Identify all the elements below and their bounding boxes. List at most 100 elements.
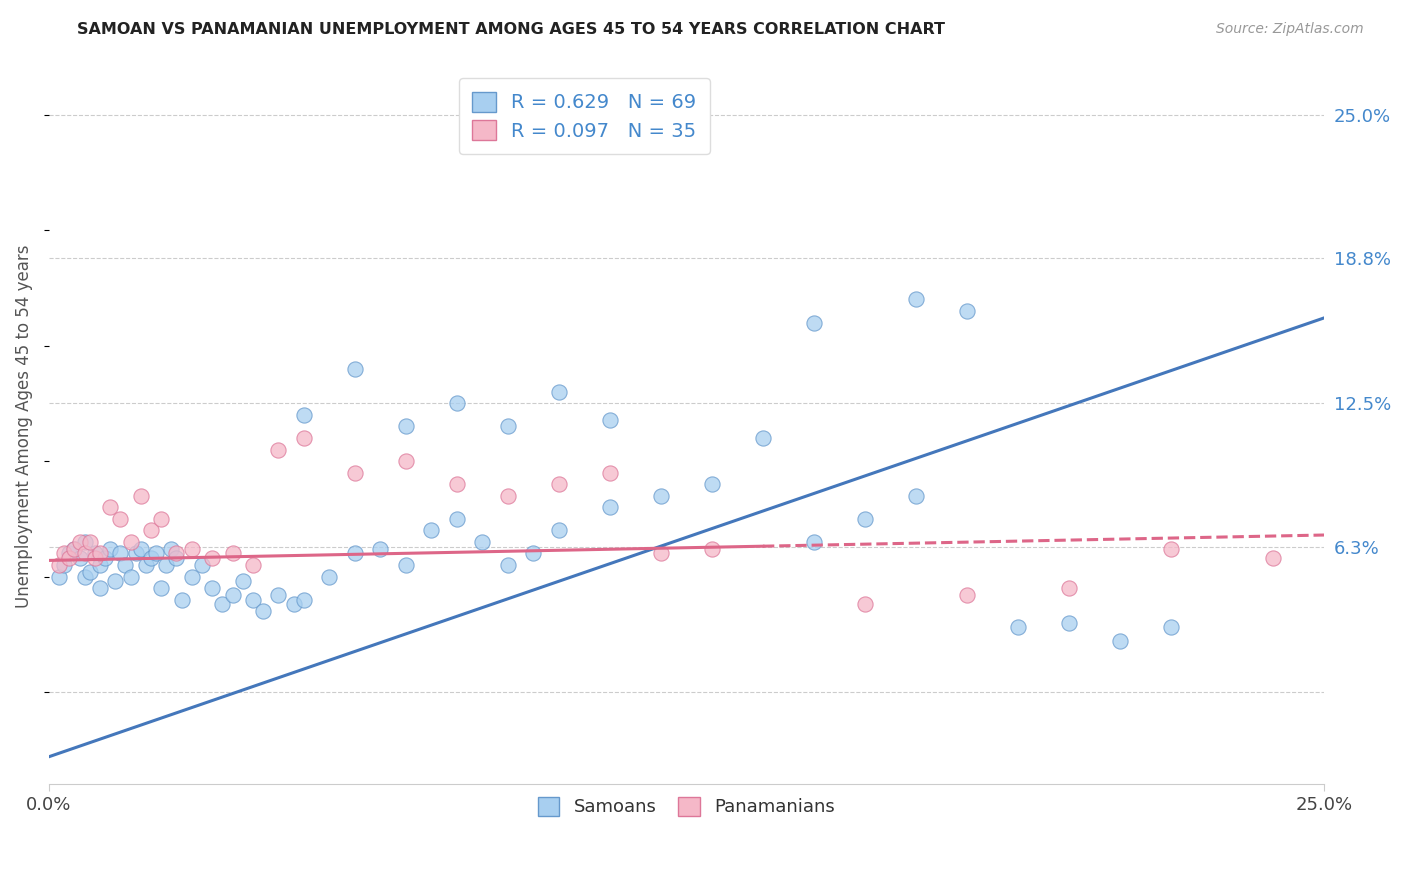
Point: [48, 569, 70, 583]
Point: [395, 454, 418, 468]
Point: [201, 551, 224, 566]
Point: [53, 558, 76, 572]
Point: [318, 569, 340, 583]
Point: [145, 547, 167, 561]
Point: [211, 597, 233, 611]
Point: [104, 574, 127, 589]
Point: [48, 558, 70, 572]
Point: [803, 535, 825, 549]
Point: [1007, 620, 1029, 634]
Point: [700, 477, 723, 491]
Point: [292, 431, 315, 445]
Point: [471, 535, 494, 549]
Point: [69, 535, 91, 549]
Point: [201, 581, 224, 595]
Point: [956, 588, 979, 602]
Point: [395, 419, 418, 434]
Point: [267, 442, 290, 457]
Point: [89, 547, 111, 561]
Point: [58, 547, 80, 561]
Point: [110, 512, 132, 526]
Point: [343, 466, 366, 480]
Point: [548, 477, 571, 491]
Point: [905, 489, 928, 503]
Point: [73, 569, 96, 583]
Text: SAMOAN VS PANAMANIAN UNEMPLOYMENT AMONG AGES 45 TO 54 YEARS CORRELATION CHART: SAMOAN VS PANAMANIAN UNEMPLOYMENT AMONG …: [77, 22, 945, 37]
Point: [139, 551, 162, 566]
Point: [232, 574, 254, 589]
Point: [166, 547, 188, 561]
Point: [700, 541, 723, 556]
Point: [548, 524, 571, 538]
Point: [129, 541, 152, 556]
Point: [496, 489, 519, 503]
Point: [446, 477, 468, 491]
Legend: Samoans, Panamanians: Samoans, Panamanians: [529, 789, 844, 825]
Point: [420, 524, 443, 538]
Y-axis label: Unemployment Among Ages 45 to 54 years: Unemployment Among Ages 45 to 54 years: [15, 244, 32, 608]
Point: [853, 597, 876, 611]
Point: [242, 592, 264, 607]
Point: [292, 592, 315, 607]
Point: [180, 569, 202, 583]
Point: [63, 541, 86, 556]
Point: [956, 304, 979, 318]
Point: [292, 408, 315, 422]
Point: [150, 581, 173, 595]
Point: [343, 547, 366, 561]
Point: [155, 558, 177, 572]
Point: [548, 384, 571, 399]
Point: [180, 541, 202, 556]
Point: [1261, 551, 1284, 566]
Point: [73, 547, 96, 561]
Point: [120, 569, 142, 583]
Point: [221, 588, 243, 602]
Point: [98, 500, 121, 515]
Point: [83, 551, 105, 566]
Point: [83, 547, 105, 561]
Point: [98, 541, 121, 556]
Point: [242, 558, 264, 572]
Point: [114, 558, 136, 572]
Point: [267, 588, 290, 602]
Point: [343, 361, 366, 376]
Point: [496, 558, 519, 572]
Point: [73, 535, 96, 549]
Point: [599, 412, 621, 426]
Point: [650, 489, 672, 503]
Point: [89, 581, 111, 595]
Point: [446, 512, 468, 526]
Point: [1160, 541, 1182, 556]
Point: [160, 541, 183, 556]
Point: [522, 547, 544, 561]
Point: [446, 396, 468, 410]
Point: [283, 597, 305, 611]
Text: Source: ZipAtlas.com: Source: ZipAtlas.com: [1216, 22, 1364, 37]
Point: [803, 316, 825, 330]
Point: [1160, 620, 1182, 634]
Point: [53, 547, 76, 561]
Point: [170, 592, 193, 607]
Point: [221, 547, 243, 561]
Point: [1057, 581, 1080, 595]
Point: [370, 541, 392, 556]
Point: [599, 500, 621, 515]
Point: [496, 419, 519, 434]
Point: [395, 558, 418, 572]
Point: [166, 551, 188, 566]
Point: [150, 512, 173, 526]
Point: [69, 551, 91, 566]
Point: [79, 565, 101, 579]
Point: [650, 547, 672, 561]
Point: [853, 512, 876, 526]
Point: [79, 535, 101, 549]
Point: [120, 535, 142, 549]
Point: [129, 489, 152, 503]
Point: [191, 558, 214, 572]
Point: [58, 551, 80, 566]
Point: [905, 293, 928, 307]
Point: [94, 551, 117, 566]
Point: [1109, 634, 1132, 648]
Point: [135, 558, 157, 572]
Point: [63, 541, 86, 556]
